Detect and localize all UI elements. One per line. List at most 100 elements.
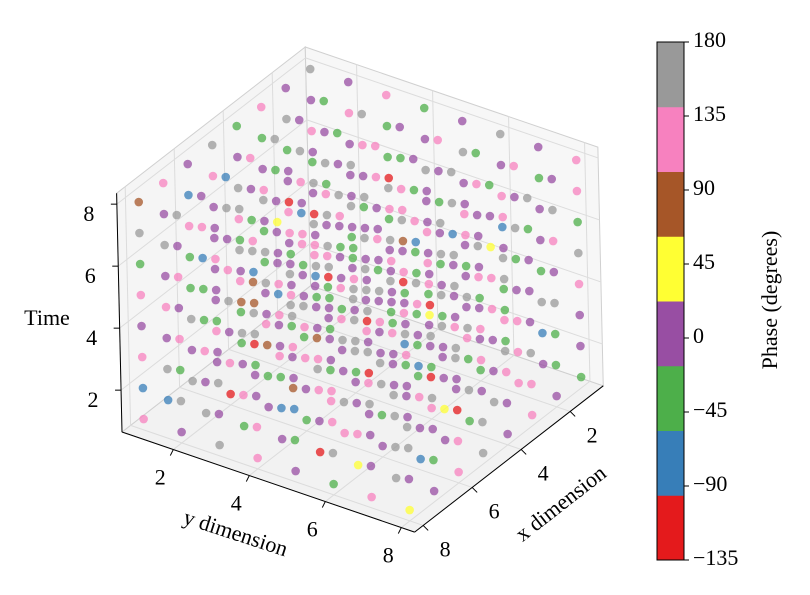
point bbox=[324, 272, 333, 282]
point bbox=[283, 176, 293, 186]
point bbox=[400, 329, 410, 339]
point bbox=[351, 377, 360, 387]
point bbox=[533, 142, 543, 152]
point bbox=[440, 404, 449, 414]
point bbox=[451, 384, 461, 394]
point bbox=[251, 391, 261, 401]
point bbox=[290, 435, 300, 445]
point bbox=[403, 412, 412, 422]
grid-line bbox=[508, 116, 515, 356]
point bbox=[289, 404, 299, 414]
point bbox=[327, 417, 337, 427]
point bbox=[335, 252, 345, 262]
point bbox=[357, 109, 367, 119]
point bbox=[500, 315, 509, 325]
point bbox=[347, 222, 357, 232]
point bbox=[498, 212, 508, 222]
point bbox=[437, 280, 446, 290]
colorbar-segment bbox=[657, 430, 684, 496]
point bbox=[284, 197, 294, 207]
point bbox=[309, 219, 319, 229]
point bbox=[259, 185, 269, 195]
point bbox=[324, 262, 334, 272]
point bbox=[175, 365, 185, 375]
point bbox=[287, 311, 297, 321]
point bbox=[412, 299, 422, 309]
point bbox=[361, 254, 370, 264]
point bbox=[378, 441, 387, 451]
point bbox=[452, 374, 461, 384]
point bbox=[364, 409, 374, 419]
point bbox=[259, 226, 269, 236]
point bbox=[390, 411, 400, 421]
point bbox=[450, 281, 459, 291]
point bbox=[451, 343, 461, 353]
point bbox=[536, 266, 546, 276]
point bbox=[461, 261, 471, 271]
point bbox=[211, 285, 221, 295]
z-tick-label: 2 bbox=[88, 387, 99, 412]
point bbox=[270, 134, 280, 144]
grid-line bbox=[228, 348, 522, 450]
point bbox=[425, 341, 435, 351]
point bbox=[363, 306, 372, 316]
point bbox=[461, 271, 471, 281]
point bbox=[548, 236, 558, 246]
point bbox=[248, 277, 258, 287]
point bbox=[450, 322, 460, 332]
tick-mark bbox=[471, 487, 478, 493]
point bbox=[489, 397, 499, 407]
point bbox=[375, 358, 385, 368]
point bbox=[438, 352, 447, 362]
grid-line bbox=[120, 243, 311, 391]
point bbox=[209, 202, 218, 212]
point bbox=[460, 240, 470, 250]
point bbox=[409, 185, 419, 195]
point bbox=[305, 64, 315, 74]
grid-line bbox=[130, 424, 424, 526]
point bbox=[224, 296, 233, 306]
y-tick-label: 6 bbox=[307, 517, 318, 542]
x-tick-label: 6 bbox=[489, 498, 500, 523]
colorbar-tick-label: 0 bbox=[693, 323, 704, 348]
point bbox=[207, 140, 217, 150]
tick-mark bbox=[569, 411, 576, 417]
point bbox=[173, 241, 182, 251]
point bbox=[425, 300, 435, 310]
point bbox=[387, 328, 397, 338]
point bbox=[362, 326, 371, 336]
point bbox=[310, 250, 319, 260]
point bbox=[373, 224, 383, 234]
point bbox=[389, 390, 398, 400]
point bbox=[346, 160, 356, 170]
point bbox=[200, 346, 210, 356]
point bbox=[308, 157, 317, 167]
point bbox=[376, 348, 385, 358]
point bbox=[509, 161, 519, 171]
point bbox=[425, 310, 434, 320]
point bbox=[211, 254, 220, 264]
point bbox=[411, 247, 420, 257]
point bbox=[311, 302, 321, 312]
colorbar-tick-label: 45 bbox=[693, 249, 715, 274]
point bbox=[306, 95, 316, 105]
colorbar-label: Phase (degrees) bbox=[757, 231, 782, 370]
point bbox=[337, 314, 346, 324]
x-axis-label: x dimension bbox=[510, 460, 611, 546]
point bbox=[261, 288, 270, 298]
point bbox=[473, 231, 483, 241]
colorbar-tick-label: 135 bbox=[693, 101, 726, 126]
point bbox=[313, 354, 323, 364]
point bbox=[384, 183, 393, 193]
grid-line bbox=[117, 119, 308, 267]
point bbox=[476, 355, 486, 365]
point bbox=[263, 371, 273, 381]
point bbox=[475, 293, 484, 303]
point bbox=[234, 214, 244, 224]
point bbox=[446, 167, 456, 177]
point bbox=[453, 436, 463, 446]
grid-line bbox=[179, 386, 473, 488]
point bbox=[353, 460, 363, 470]
point bbox=[526, 348, 536, 358]
point bbox=[501, 367, 511, 377]
